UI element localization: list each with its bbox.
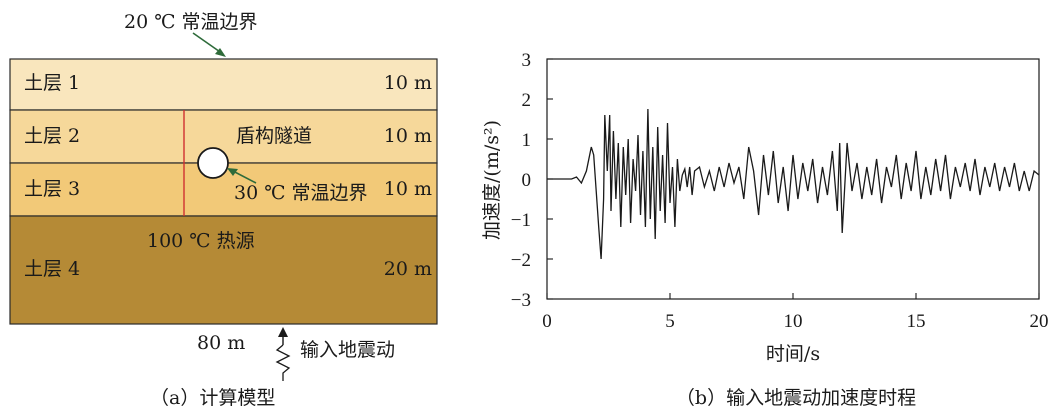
acceleration-series-line xyxy=(547,108,1040,260)
y-tick-label: −2 xyxy=(511,250,531,271)
model-diagram: 土层 1 土层 2 土层 3 土层 4 10 m 10 m 10 m 20 m … xyxy=(9,11,438,409)
x-tick-label: 20 xyxy=(1030,311,1049,332)
seismic-wave-icon xyxy=(275,344,291,381)
input-arrowhead-icon xyxy=(278,327,288,337)
shield-tunnel-circle xyxy=(197,147,229,179)
y-tick-label: −3 xyxy=(511,290,531,311)
layer-2-label: 土层 2 xyxy=(24,125,80,147)
caption-a: （a）计算模型 xyxy=(150,387,275,409)
x-tick-label: 5 xyxy=(665,311,675,332)
y-tick-label: 2 xyxy=(522,90,532,111)
y-tick-label: −1 xyxy=(511,210,531,231)
layer-2-thickness: 10 m xyxy=(384,125,432,147)
top-boundary-arrowhead-icon xyxy=(215,48,226,57)
input-motion-label: 输入地震动 xyxy=(300,339,395,361)
axis-ticks xyxy=(546,58,1040,300)
y-tick-label: 1 xyxy=(522,130,532,151)
top-boundary-label: 20 ℃ 常温边界 xyxy=(124,11,258,33)
x-axis-label: 时间/s xyxy=(766,343,820,365)
tunnel-boundary-label: 30 ℃ 常温边界 xyxy=(234,182,368,204)
y-axis-label: 加速度/(m/s²) xyxy=(481,120,503,240)
x-tick-label: 15 xyxy=(907,311,926,332)
tunnel-label: 盾构隧道 xyxy=(236,125,312,147)
layer-3-label: 土层 3 xyxy=(24,178,80,200)
acceleration-chart: 3 2 1 0 −1 −2 −3 0 5 10 15 20 时间/s 加速度/(… xyxy=(481,50,1049,409)
layer-1-label: 土层 1 xyxy=(24,72,80,94)
model-width-label: 80 m xyxy=(197,332,245,354)
y-tick-label: 3 xyxy=(522,50,532,71)
soil-layer-1 xyxy=(9,58,438,111)
x-tick-label: 10 xyxy=(784,311,803,332)
y-tick-label: 0 xyxy=(522,170,532,191)
layer-4-thickness: 20 m xyxy=(384,258,432,280)
heat-source-label: 100 ℃ 热源 xyxy=(147,230,255,252)
layer-1-thickness: 10 m xyxy=(384,72,432,94)
x-tick-label: 0 xyxy=(542,311,552,332)
caption-b: （b）输入地震动加速度时程 xyxy=(676,387,916,409)
tunnel-boundary-arrowhead-icon xyxy=(227,168,238,176)
soil-layer-4 xyxy=(9,215,438,325)
plot-frame xyxy=(546,58,1040,300)
layer-3-thickness: 10 m xyxy=(384,178,432,200)
layer-4-label: 土层 4 xyxy=(24,258,80,280)
